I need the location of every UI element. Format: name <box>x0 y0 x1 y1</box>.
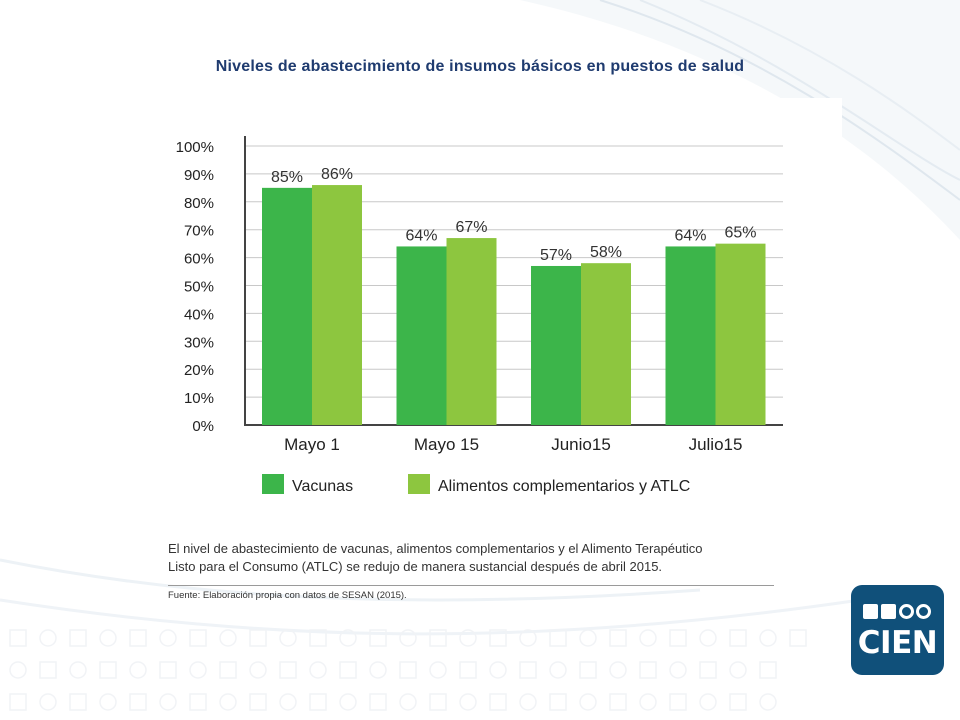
data-label: 67% <box>455 219 487 236</box>
y-tick-label: 90% <box>184 167 214 184</box>
bar-alimentos <box>312 185 362 425</box>
bar-alimentos <box>715 243 766 425</box>
y-tick-label: 70% <box>184 223 214 240</box>
y-tick-label: 100% <box>176 139 214 156</box>
data-label: 86% <box>321 166 353 183</box>
legend-swatch <box>408 474 430 494</box>
y-tick-label: 20% <box>184 362 214 379</box>
data-label: 85% <box>271 169 303 186</box>
logo-mark-icon <box>863 604 933 620</box>
bar-alimentos <box>446 238 497 425</box>
x-tick-label: Mayo 15 <box>414 435 479 454</box>
x-tick-label: Julio15 <box>689 435 743 454</box>
y-tick-label: 60% <box>184 251 214 268</box>
bar-vacunas <box>665 246 716 425</box>
data-label: 57% <box>540 247 572 264</box>
data-label: 58% <box>590 244 622 261</box>
cien-logo: CIEN <box>851 585 944 675</box>
logo-text: CIEN <box>857 625 938 661</box>
y-tick-label: 30% <box>184 334 214 351</box>
y-tick-label: 10% <box>184 390 214 407</box>
y-tick-label: 80% <box>184 195 214 212</box>
bar-vacunas <box>531 265 581 425</box>
y-tick-label: 0% <box>192 418 214 435</box>
caption-line-1: El nivel de abastecimiento de vacunas, a… <box>168 541 703 556</box>
caption-line-2: Listo para el Consumo (ATLC) se redujo d… <box>168 559 663 574</box>
caption-divider <box>168 585 774 586</box>
source-note: Fuente: Elaboración propia con datos de … <box>168 590 407 601</box>
bar-vacunas <box>262 187 312 425</box>
legend-label: Vacunas <box>292 478 353 495</box>
x-tick-label: Junio15 <box>551 435 611 454</box>
legend-label: Alimentos complementarios y ATLC <box>438 478 690 495</box>
x-tick-label: Mayo 1 <box>284 435 340 454</box>
chart-caption: El nivel de abastecimiento de vacunas, a… <box>168 540 788 576</box>
bar-alimentos <box>581 263 631 425</box>
bar-vacunas <box>396 246 447 425</box>
slide-title: Niveles de abastecimiento de insumos bás… <box>215 58 745 75</box>
legend-swatch <box>262 474 284 494</box>
data-label: 64% <box>405 227 437 244</box>
bar-chart: 0% 10% 20% 30% 40% 50% 60% 70% 80% 90% 100% 85% 86% M… <box>176 136 783 495</box>
data-label: 64% <box>674 227 706 244</box>
data-label: 65% <box>724 225 756 242</box>
y-tick-label: 40% <box>184 306 214 323</box>
y-tick-label: 50% <box>184 279 214 296</box>
